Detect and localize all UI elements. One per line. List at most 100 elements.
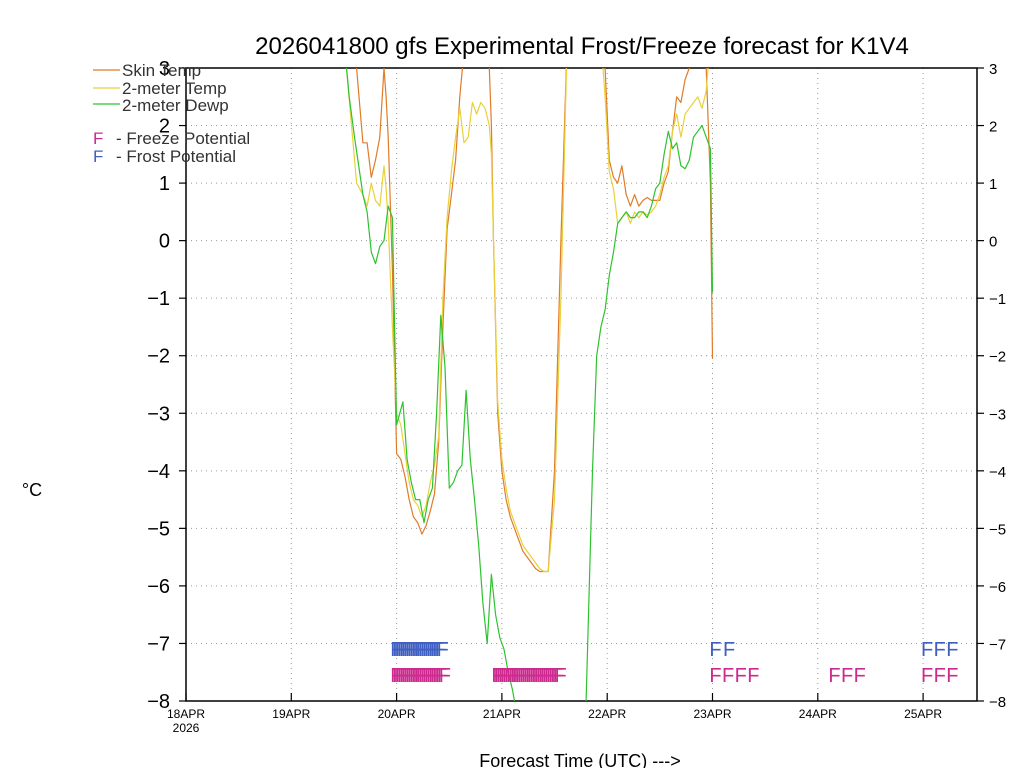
legend-freeze-label: - Freeze Potential [116,129,250,148]
x-tick-label: 25APR [904,707,942,721]
freeze-marker: F [430,665,442,687]
y-tick-label-left: −6 [147,576,170,598]
freeze-marker: F [504,665,516,687]
x-tick-label: 22APR [588,707,626,721]
freeze-marker: F [527,665,539,687]
freeze-marker: F [428,665,440,687]
legend-frost-label: - Frost Potential [116,147,236,166]
grid [186,68,977,701]
freeze-marker: F [493,665,505,687]
freeze-marker: F [409,665,421,687]
y-tick-label-right: −3 [989,406,1006,423]
y-tick-label-right: −7 [989,636,1006,653]
y-tick-label-left: −3 [147,403,170,425]
series-group [345,68,714,701]
y-axis-left: 3 2 1 0 −1 −2 −3 −4 −5 −6 −7 −8 [147,58,186,713]
frost-marker: F [422,639,434,661]
freeze-marker: F [531,665,543,687]
freeze-marker: F [390,665,402,687]
frost-marker: F [411,639,423,661]
frost-marker: F [403,639,415,661]
x-tick-label: 20APR [378,707,416,721]
freeze-marker: F [544,665,556,687]
y-tick-label-left: 3 [159,58,170,80]
x-tick-label: 21APR [483,707,521,721]
y-tick-label-right: −4 [989,464,1006,481]
series-line-2-meter-temp [345,68,709,573]
frost-marker: F [392,639,404,661]
y-tick-label-right: 3 [989,61,997,78]
freeze-marker: F [424,665,436,687]
freeze-marker: F [491,665,503,687]
freeze-marker: F [508,665,520,687]
y-tick-label-left: −4 [147,461,170,483]
y-tick-label-left: −2 [147,346,170,368]
freeze-marker: F [546,665,558,687]
freeze-marker: F [521,665,533,687]
frost-marker: F [430,639,442,661]
series-line-skin-temp [355,68,714,573]
y-tick-label-left: −1 [147,288,170,310]
frost-marker: F [435,639,447,661]
legend-skin-label: Skin Temp [122,61,201,80]
freeze-marker: F [525,665,537,687]
freeze-marker: F [510,665,522,687]
freeze-marker: F [542,665,554,687]
frost-marker: F [432,639,444,661]
freeze-marker: F [536,665,548,687]
frost-marker: F [390,639,402,661]
freeze-marker: F [550,665,562,687]
x-tick-label: 23APR [693,707,731,721]
freeze-marker: F [523,665,535,687]
freeze-marker: F [502,665,514,687]
freeze-marker: F [422,665,434,687]
freeze-marker: F [515,665,527,687]
legend-dewp-label: 2-meter Dewp [122,96,229,115]
y-tick-label-right: 0 [989,234,997,251]
freeze-marker: F [854,665,866,687]
frost-marker: F [394,639,406,661]
freeze-marker: F [392,665,404,687]
freeze-marker: F [709,665,721,687]
y-axis-label: °C [22,480,42,500]
y-tick-label-left: 0 [159,231,170,253]
frost-marker: F [405,639,417,661]
y-tick-label-left: 1 [159,173,170,195]
series-line-2-meter-dewp [345,68,714,701]
y-tick-label-left: −7 [147,633,170,655]
freeze-marker: F [533,665,545,687]
y-tick-label-left: 2 [159,116,170,138]
frost-marker: F [409,639,421,661]
legend-temp-label: 2-meter Temp [122,79,227,98]
freeze-marker: F [828,665,840,687]
freeze-marker: F [512,665,524,687]
freeze-marker: F [496,665,508,687]
frost-marker: F [437,639,449,661]
frost-marker: F [946,639,958,661]
frost-marker: F [428,639,440,661]
frost-marker: F [934,639,946,661]
freeze-marker: F [506,665,518,687]
freeze-marker: F [394,665,406,687]
legend: Skin Temp 2-meter Temp 2-meter Dewp F - … [93,61,250,166]
freeze-marker: F [401,665,413,687]
y-tick-label-right: −2 [989,349,1006,366]
chart-title: 2026041800 gfs Experimental Frost/Freeze… [255,33,909,60]
freeze-marker: F [540,665,552,687]
freeze-marker: F [416,665,428,687]
freeze-marker: F [411,665,423,687]
y-tick-label-right: 2 [989,119,997,136]
legend-freeze-marker: F [93,129,103,148]
freeze-marker: F [529,665,541,687]
freeze-marker: F [555,665,567,687]
freeze-marker: F [437,665,449,687]
y-tick-label-right: 1 [989,176,997,193]
x-tick-label: 19APR [272,707,310,721]
frost-marker: F [420,639,432,661]
freeze-marker: F [397,665,409,687]
freeze-marker: F [538,665,550,687]
freeze-marker: F [405,665,417,687]
plot-frame [185,67,978,702]
freeze-marker: F [519,665,531,687]
